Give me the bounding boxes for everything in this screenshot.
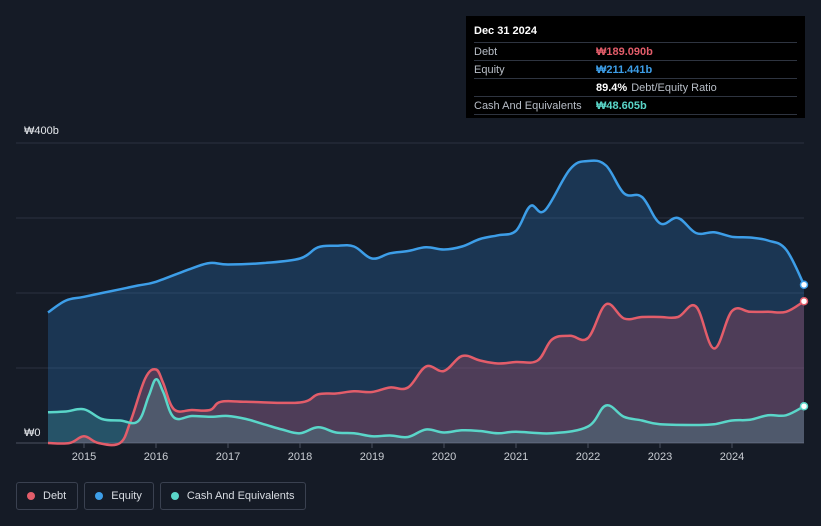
x-tick-label: 2019 — [360, 451, 384, 463]
tooltip-row-ratio: 89.4% Debt/Equity Ratio — [474, 78, 797, 96]
tooltip-value: ₩211.441b — [596, 63, 653, 76]
x-tick-label: 2016 — [144, 451, 168, 463]
tooltip-extra: Debt/Equity Ratio — [631, 81, 717, 94]
legend-item-debt[interactable]: Debt — [16, 482, 79, 510]
x-tick-label: 2018 — [288, 451, 312, 463]
series-lines — [47, 159, 809, 447]
tooltip-row-equity: Equity ₩211.441b — [474, 60, 797, 78]
x-tick-label: 2017 — [216, 451, 240, 463]
x-tick-label: 2020 — [432, 451, 456, 463]
debt-line — [47, 300, 805, 447]
y-axis-top-label: ₩400b — [24, 125, 59, 137]
tooltip-row-cash: Cash And Equivalents ₩48.605b — [474, 96, 797, 115]
cash-and-equivalents-line — [47, 378, 805, 439]
equity-area — [48, 160, 804, 443]
x-tick-label: 2023 — [648, 451, 672, 463]
tooltip-label: Equity — [474, 63, 505, 76]
tooltip-label: Debt — [474, 45, 498, 58]
x-tick-label: 2015 — [72, 451, 96, 463]
cash-and-equivalents-end-point — [799, 402, 809, 411]
x-tick-label: 2022 — [576, 451, 600, 463]
debt-end-point — [799, 297, 809, 306]
tooltip-value: 89.4% — [596, 81, 628, 94]
legend-label: Equity — [111, 490, 142, 502]
legend-dot-icon — [95, 492, 104, 500]
x-tick-label: 2021 — [504, 451, 528, 463]
series-areas — [48, 160, 804, 446]
legend-item-cash[interactable]: Cash And Equivalents — [159, 482, 307, 510]
tooltip-row-debt: Debt ₩189.090b — [474, 42, 797, 60]
cash-and-equivalents-area — [48, 379, 804, 443]
tooltip-panel: Dec 31 2024 Debt ₩189.090b Equity ₩211.4… — [466, 16, 805, 118]
y-axis-bottom-label: ₩0 — [24, 427, 41, 439]
legend-dot-icon — [27, 492, 35, 500]
equity-end-point — [799, 280, 809, 289]
x-axis: 2015 2016 2017 2018 2019 2020 2021 2022 2023 2024 — [72, 443, 744, 463]
legend-dot-icon — [170, 492, 179, 500]
legend-label: Cash And Equivalents — [186, 490, 295, 502]
x-tick-label: 2024 — [720, 451, 744, 463]
equity-line — [47, 159, 806, 314]
tooltip-label: Cash And Equivalents — [474, 99, 582, 112]
legend-item-equity[interactable]: Equity — [84, 482, 154, 510]
legend-label: Debt — [43, 490, 67, 502]
legend: Debt Equity Cash And Equivalents — [16, 482, 307, 510]
tooltip-value: ₩48.605b — [596, 99, 647, 112]
tooltip-value: ₩189.090b — [596, 45, 653, 58]
tooltip-date: Dec 31 2024 — [474, 25, 537, 37]
